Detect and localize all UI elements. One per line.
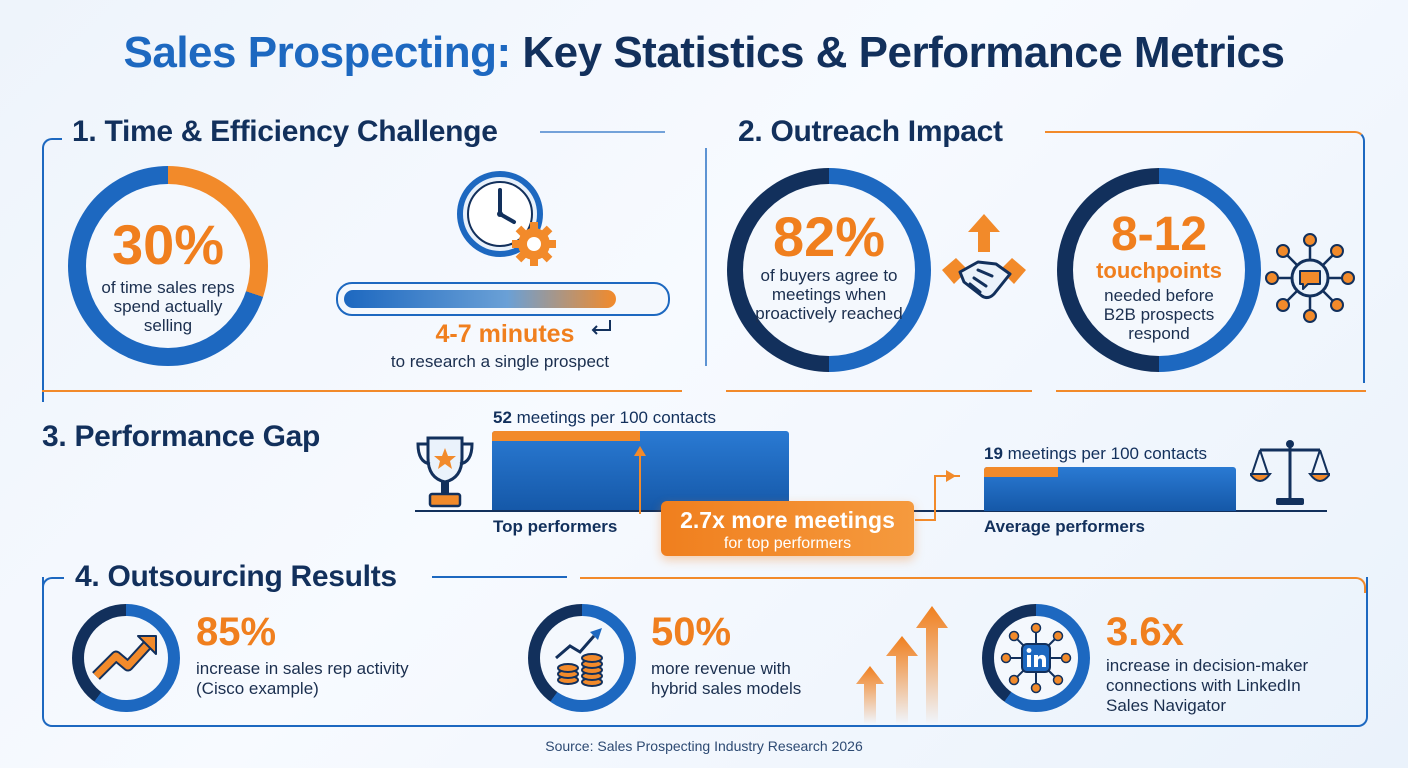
section-1-heading: 1. Time & Efficiency Challenge bbox=[72, 115, 498, 148]
clock-gear-icon bbox=[452, 170, 562, 270]
callout-sub: for top performers bbox=[723, 535, 852, 552]
touchpoints-ring bbox=[1057, 168, 1261, 372]
comparison-callout: 2.7x more meetings for top performers bbox=[661, 501, 914, 556]
section-1-rule bbox=[540, 131, 665, 133]
trophy-icon bbox=[412, 432, 478, 512]
decision-maker-text: increase in decision-maker bbox=[1106, 656, 1309, 675]
average-performers-bar bbox=[984, 467, 1236, 511]
time-selling-text: of time sales reps spend actually sellin… bbox=[101, 278, 235, 335]
section-1-bottom-rule bbox=[42, 390, 682, 392]
linkedin-network-icon bbox=[1000, 622, 1072, 694]
section-2-frame bbox=[1045, 131, 1365, 383]
trend-up-icon bbox=[90, 626, 162, 690]
buyers-agree-text: of buyers agree to meetings when proacti… bbox=[755, 266, 903, 323]
return-arrow-icon bbox=[588, 318, 616, 340]
section-4-heading: 4. Outsourcing Results bbox=[75, 560, 397, 593]
rep-activity-note: (Cisco example) bbox=[196, 679, 319, 698]
top-performers-value: 52 bbox=[493, 408, 512, 427]
touchpoints-text: needed before B2B prospects respond bbox=[1103, 286, 1215, 343]
network-chat-icon bbox=[1264, 232, 1356, 324]
research-time-bar bbox=[336, 282, 670, 316]
top-performers-label: Top performers bbox=[493, 517, 618, 536]
section-1-frame bbox=[42, 138, 62, 402]
source-note: Source: Sales Prospecting Industry Resea… bbox=[545, 738, 863, 754]
average-performers-value: 19 bbox=[984, 444, 1003, 463]
title-highlight: Sales Prospecting: bbox=[123, 28, 512, 77]
section-4-frame bbox=[42, 577, 1368, 727]
touchpoints-value: 8-12 bbox=[1110, 208, 1208, 261]
top-performers-unit: meetings per 100 contacts bbox=[511, 408, 717, 427]
research-time-text: to research a single prospect bbox=[390, 352, 610, 371]
section-divider bbox=[705, 148, 707, 366]
decision-maker-text-3: Sales Navigator bbox=[1106, 696, 1227, 715]
average-performers-label: Average performers bbox=[984, 517, 1145, 536]
callout-connectors bbox=[620, 440, 970, 540]
research-time-value: 4-7 minutes bbox=[435, 320, 575, 348]
section-4-frame-top-right bbox=[580, 577, 1366, 593]
hybrid-revenue-text-2: hybrid sales models bbox=[651, 679, 802, 698]
handshake-up-arrow-icon bbox=[938, 212, 1030, 312]
top-performers-caption: 52 meetings per 100 contacts bbox=[493, 408, 716, 428]
decision-maker-value: 3.6x bbox=[1106, 610, 1184, 654]
rep-activity-text: increase in sales rep activity bbox=[196, 659, 409, 678]
decision-maker-text-2: connections with LinkedIn bbox=[1106, 676, 1301, 695]
balance-scale-icon bbox=[1248, 436, 1332, 512]
title-rest: Key Statistics & Performance Metrics bbox=[510, 28, 1285, 77]
touchpoints-sub: touchpoints bbox=[1096, 258, 1222, 283]
average-performers-caption: 19 meetings per 100 contacts bbox=[984, 444, 1207, 464]
section-2-bottom-rule-b bbox=[1056, 390, 1366, 392]
hybrid-revenue-text: more revenue with bbox=[651, 659, 791, 678]
coins-growth-ring bbox=[528, 604, 636, 712]
trend-up-ring bbox=[72, 604, 180, 712]
section-4-rule bbox=[432, 576, 567, 578]
time-selling-value: 30% bbox=[111, 213, 225, 276]
section-2-bottom-rule-a bbox=[726, 390, 1032, 392]
growth-arrows-decoration bbox=[850, 604, 954, 724]
buyers-agree-ring bbox=[727, 168, 931, 372]
buyers-agree-value: 82% bbox=[772, 205, 886, 268]
callout-main: 2.7x more meetings bbox=[680, 507, 895, 533]
coins-growth-icon bbox=[550, 624, 616, 690]
rep-activity-value: 85% bbox=[196, 610, 277, 654]
section-3-heading: 3. Performance Gap bbox=[42, 420, 321, 453]
hybrid-revenue-value: 50% bbox=[651, 610, 732, 654]
section-4-frame-corner-left bbox=[42, 577, 64, 593]
section-2-heading: 2. Outreach Impact bbox=[738, 115, 1003, 148]
average-performers-unit: meetings per 100 contacts bbox=[1002, 444, 1208, 463]
page-title: Sales Prospecting: Key Statistics & Perf… bbox=[0, 28, 1408, 78]
time-selling-ring bbox=[68, 166, 268, 366]
